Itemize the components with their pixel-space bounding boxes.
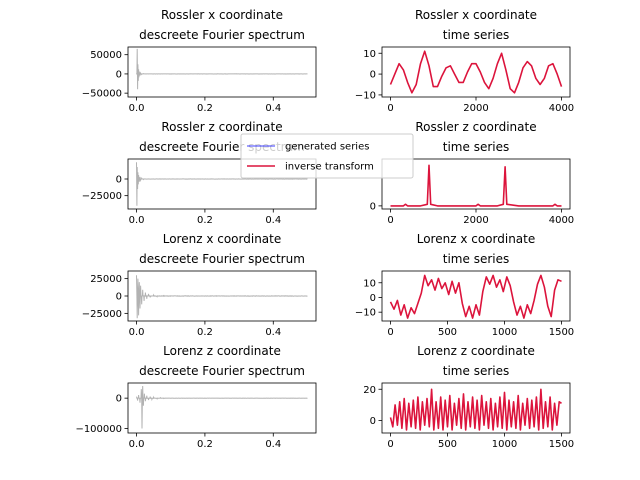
- x-tick-label: 0.0: [129, 215, 145, 226]
- x-tick-label: 0.0: [129, 103, 145, 114]
- y-tick-label: 20: [363, 385, 376, 396]
- spectrum-line: [136, 162, 308, 206]
- x-tick-label: 2000: [463, 103, 488, 114]
- legend-box: [240, 133, 414, 179]
- subplot-title-line: Rossler z coordinate: [161, 120, 282, 134]
- y-tick-label: 0: [370, 70, 376, 81]
- subplot-1: Rossler x coordinate descreete Fourier sp…: [82, 8, 317, 114]
- subplot-8: Lorenz z coordinate time series 0 500 1000 15…: [363, 344, 574, 450]
- y-tick-label: −100000: [75, 424, 122, 435]
- legend: generated series inverse transform: [240, 133, 414, 179]
- subplot-6: Lorenz x coordinate time series 0 500 1000 15…: [355, 232, 574, 338]
- subplot-title-line: Rossler z coordinate: [415, 120, 536, 134]
- x-tick-label: 0.4: [265, 439, 281, 450]
- subplot-2: Rossler x coordinate time series 0 2000 4000…: [355, 8, 574, 114]
- subplot-title-line: time series: [443, 140, 509, 154]
- subplot-title-line: Lorenz x coordinate: [163, 232, 282, 246]
- y-tick-label: −25000: [82, 309, 122, 320]
- y-tick-label: 0: [116, 292, 122, 303]
- subplot-title-line: time series: [443, 252, 509, 266]
- timeseries-line: [389, 274, 562, 319]
- x-tick-label: 0.0: [129, 439, 145, 450]
- subplot-title-line: time series: [443, 364, 509, 378]
- x-tick-label: 2000: [463, 215, 488, 226]
- axes-frame: [381, 270, 571, 322]
- y-tick-label: 0: [370, 293, 376, 304]
- spectrum-series: [137, 386, 308, 429]
- subplot-5: Lorenz x coordinate descreete Fourier spe…: [82, 232, 317, 338]
- subplot-title: Rossler z coordinate time series: [415, 120, 536, 154]
- x-tick-label: 0: [387, 215, 393, 226]
- y-tick-label: 0: [116, 394, 122, 405]
- x-tick-label: 0.0: [129, 327, 145, 338]
- y-tick-label: −10: [355, 90, 376, 101]
- y-tick-label: 50000: [90, 50, 122, 61]
- x-tick-label: 1500: [549, 439, 574, 450]
- y-tick-label: −10: [355, 308, 376, 319]
- y-tick-label: 0: [370, 416, 376, 427]
- axes-frame: [127, 46, 317, 98]
- x-tick-label: 0: [387, 439, 393, 450]
- x-tick-label: 0.4: [265, 103, 281, 114]
- subplot-title: Lorenz z coordinate time series: [417, 344, 535, 378]
- x-tick-label: 0.2: [197, 327, 213, 338]
- subplot-title-line: Lorenz z coordinate: [163, 344, 281, 358]
- y-tick-label: −25000: [82, 191, 122, 202]
- subplot-title-line: Rossler x coordinate: [161, 8, 283, 22]
- subplot-title: Rossler x coordinate descreete Fourier sp…: [139, 8, 305, 42]
- subplot-title-line: time series: [443, 28, 509, 42]
- x-tick-label: 1000: [492, 439, 517, 450]
- subplot-7: Lorenz z coordinate descreete Fourier spe…: [75, 344, 317, 450]
- spectrum-line: [136, 275, 308, 319]
- x-tick-label: 0: [387, 327, 393, 338]
- timeseries-line: [389, 50, 563, 94]
- y-tick-label: 0: [116, 175, 122, 186]
- y-tick-label: 0: [116, 69, 122, 80]
- x-tick-label: 0.2: [197, 439, 213, 450]
- subplot-title: Lorenz x coordinate time series: [417, 232, 536, 266]
- y-tick-label: 25000: [90, 274, 122, 285]
- subplot-title: Lorenz x coordinate descreete Fourier spe…: [139, 232, 305, 266]
- y-tick-label: 10: [363, 49, 376, 60]
- spectrum-line: [136, 385, 308, 429]
- legend-label: generated series: [285, 142, 369, 153]
- x-tick-label: 4000: [549, 215, 574, 226]
- x-tick-label: 1000: [492, 327, 517, 338]
- subplot-title-line: descreete Fourier spectrum: [139, 28, 305, 42]
- x-tick-label: 0.4: [265, 327, 281, 338]
- x-tick-label: 0.2: [197, 103, 213, 114]
- x-tick-label: 500: [438, 327, 457, 338]
- y-tick-label: 10: [363, 278, 376, 289]
- axes-frame: [381, 382, 571, 434]
- spectrum-series: [137, 49, 308, 89]
- spectrum-line: [136, 48, 308, 90]
- y-tick-label: −50000: [82, 89, 122, 100]
- timeseries-line: [389, 388, 562, 431]
- y-tick-label: 0: [370, 201, 376, 212]
- subplot-title-line: descreete Fourier spectrum: [139, 364, 305, 378]
- subplot-title-line: Lorenz z coordinate: [417, 344, 535, 358]
- subplot-title: Rossler x coordinate time series: [415, 8, 537, 42]
- x-tick-label: 4000: [549, 103, 574, 114]
- subplot-title-line: descreete Fourier spectrum: [139, 252, 305, 266]
- x-tick-label: 500: [438, 439, 457, 450]
- spectrum-series: [137, 275, 308, 318]
- x-tick-label: 1500: [549, 327, 574, 338]
- x-tick-label: 0.4: [265, 215, 281, 226]
- subplot-title-line: Rossler x coordinate: [415, 8, 537, 22]
- subplot-4: Rossler z coordinate time series 0 2000 4000…: [370, 120, 575, 226]
- axes-frame: [127, 382, 317, 434]
- subplot-title: Lorenz z coordinate descreete Fourier spe…: [139, 344, 305, 378]
- x-tick-label: 0: [387, 103, 393, 114]
- timeseries-line: [390, 164, 562, 207]
- axes-frame: [127, 158, 317, 210]
- x-tick-label: 0.2: [197, 215, 213, 226]
- legend-label: inverse transform: [285, 162, 374, 173]
- subplot-title-line: Lorenz x coordinate: [417, 232, 536, 246]
